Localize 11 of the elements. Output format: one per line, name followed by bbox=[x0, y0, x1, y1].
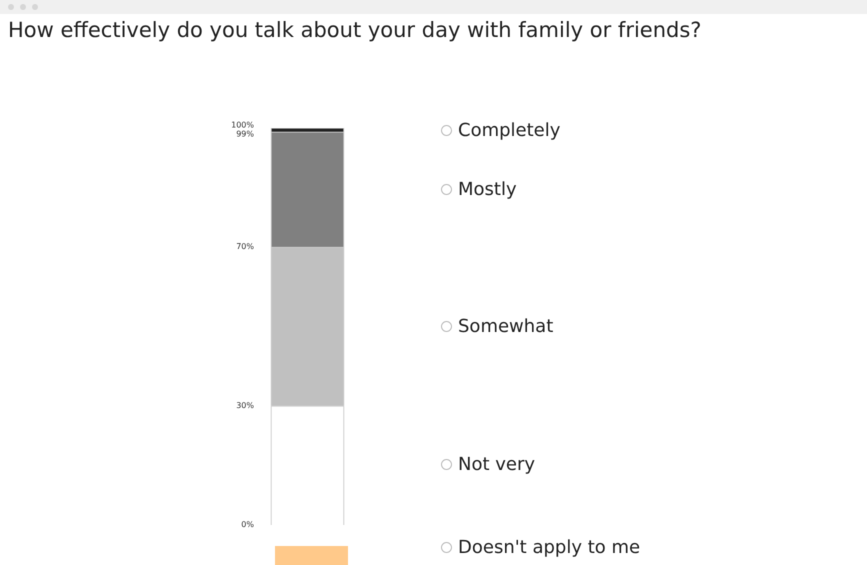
y-tick-label: 70% bbox=[236, 242, 254, 252]
chart-title: How effectively do you talk about your day with family or friends? bbox=[8, 18, 702, 42]
y-tick-label: 99% bbox=[236, 130, 254, 139]
text: Mostly bbox=[458, 178, 517, 200]
y-tick-label: 0% bbox=[241, 520, 254, 530]
y-tick-label: 100% bbox=[231, 120, 254, 130]
text: Not very bbox=[458, 454, 536, 476]
text: Somewhat bbox=[458, 316, 554, 336]
text: Completely bbox=[458, 120, 560, 141]
text: Doesn't apply to me bbox=[458, 537, 640, 558]
y-tick-label: 30% bbox=[236, 400, 254, 410]
